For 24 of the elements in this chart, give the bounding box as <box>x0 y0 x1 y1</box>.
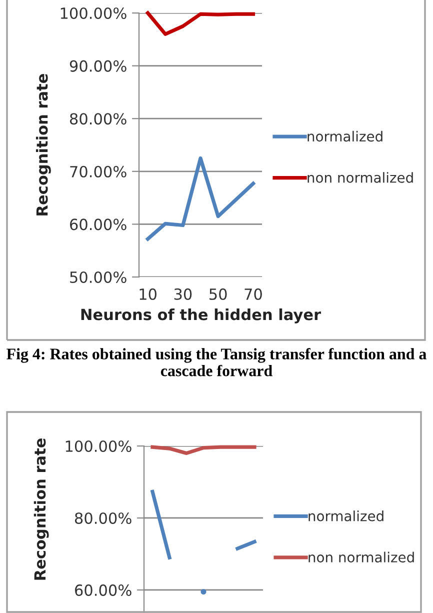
line-series <box>150 445 256 456</box>
y-tick-label: 50.00% <box>70 271 126 284</box>
y-tick-label: 80.00% <box>74 512 132 524</box>
y-axis-title: Recognition rate <box>36 74 51 216</box>
y-tick-label: 100.00% <box>60 7 126 20</box>
line-series <box>146 11 256 36</box>
legend-label: normalized <box>308 510 384 522</box>
y-tick-label: 100.00% <box>66 440 132 452</box>
line-series <box>146 156 256 241</box>
y-tick-label: 80.00% <box>70 113 126 125</box>
y-tick-label: 70.00% <box>70 166 126 178</box>
y-axis-title: Recognition rate <box>34 438 49 580</box>
legend-label: normalized <box>308 130 382 142</box>
y-tick-label: 90.00% <box>70 60 126 72</box>
caption: Fig 4: Rates obtained using the Tansig transfer function and a cascade forward <box>6 348 426 376</box>
x-tick-label: 10 <box>140 288 156 300</box>
legend-label: non normalized <box>308 552 414 562</box>
x-tick-label: 50 <box>210 288 227 300</box>
legend-label: non normalized <box>308 172 413 183</box>
x-tick-label: 30 <box>174 288 192 300</box>
y-tick-label: 60.00% <box>70 218 126 230</box>
y-tick-label: 60.00% <box>75 584 132 596</box>
x-tick-label: 70 <box>244 288 262 300</box>
x-axis-title: Neurons of the hidden layer <box>81 308 322 324</box>
